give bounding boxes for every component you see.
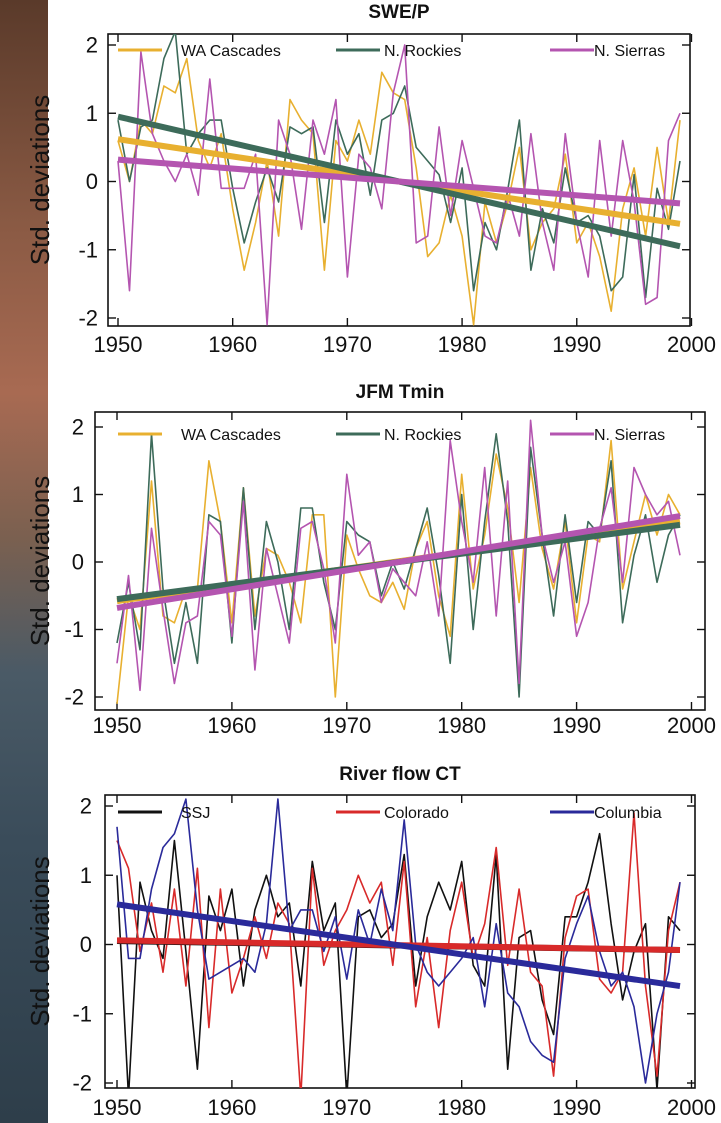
legend-label: N. Rockies <box>384 427 461 444</box>
y-tick-label: 2 <box>72 415 84 440</box>
legend-label: Colorado <box>384 805 449 822</box>
plot-data <box>116 798 681 1088</box>
series-line-colorado <box>116 812 681 1088</box>
x-tick-label: 1960 <box>207 713 256 738</box>
y-axis-label: Std. deviations <box>25 476 55 647</box>
y-tick-label: -2 <box>72 1071 92 1096</box>
y-tick-label: 1 <box>72 482 84 507</box>
y-axis-label: Std. deviations <box>25 95 55 266</box>
y-tick-label: -1 <box>72 1001 92 1026</box>
y-tick-label: 2 <box>86 33 98 58</box>
chart-title: JFM Tmin <box>356 382 445 403</box>
x-tick-label: 2000 <box>667 713 716 738</box>
series-line-n-sierras <box>117 44 681 326</box>
plot-data <box>117 34 681 326</box>
series-line-ssj <box>116 832 681 1088</box>
x-tick-label: 1970 <box>323 332 372 357</box>
legend-label: SSJ <box>181 805 210 822</box>
x-tick-label: 1950 <box>93 713 142 738</box>
trend-line-n-sierras <box>116 513 681 611</box>
y-tick-label: 0 <box>80 932 92 957</box>
legend-label: WA Cascades <box>181 427 281 444</box>
x-tick-label: 1950 <box>94 332 143 357</box>
x-tick-label: 2000 <box>667 1095 716 1120</box>
x-tick-label: 1980 <box>437 713 486 738</box>
x-tick-label: 1950 <box>93 1095 142 1120</box>
legend-label: WA Cascades <box>181 43 281 60</box>
y-tick-label: 1 <box>86 101 98 126</box>
series-line-wa-cascades <box>116 439 681 704</box>
y-tick-label: 1 <box>80 863 92 888</box>
series-line-n-sierras <box>116 419 681 692</box>
x-tick-label: 1960 <box>208 332 257 357</box>
y-tick-label: -1 <box>78 237 98 262</box>
x-tick-label: 1960 <box>207 1095 256 1120</box>
y-tick-label: -2 <box>64 685 84 710</box>
plot-data <box>116 419 681 704</box>
chart-panel-2: JFM Tmin Std. deviations 2 1 0 -1 -2 1950 1960 19… <box>25 382 716 738</box>
background-photo-strip <box>0 0 48 1123</box>
trend-line-columbia <box>116 901 681 990</box>
y-tick-label: -1 <box>64 617 84 642</box>
chart-title: SWE/P <box>368 2 430 23</box>
x-tick-label: 1990 <box>552 1095 601 1120</box>
y-tick-label: -2 <box>78 306 98 331</box>
x-tick-label: 1970 <box>322 713 371 738</box>
x-tick-label: 1990 <box>552 332 601 357</box>
chart-title: River flow CT <box>339 764 461 785</box>
x-tick-label: 1970 <box>322 1095 371 1120</box>
x-tick-label: 2000 <box>667 332 716 357</box>
series-line-columbia <box>116 798 681 1084</box>
y-tick-label: 0 <box>72 550 84 575</box>
y-axis-label: Std. deviations <box>25 856 55 1027</box>
x-tick-label: 1980 <box>438 332 487 357</box>
x-tick-label: 1990 <box>552 713 601 738</box>
series-line-n-rockies <box>117 34 681 299</box>
y-tick-label: 2 <box>80 794 92 819</box>
legend-label: Columbia <box>594 805 662 822</box>
legend-label: N. Rockies <box>384 43 461 60</box>
legend-label: N. Sierras <box>594 427 665 444</box>
y-tick-label: 0 <box>86 169 98 194</box>
legend-label: N. Sierras <box>594 43 665 60</box>
x-tick-label: 1980 <box>437 1095 486 1120</box>
trend-line-n-sierras <box>117 156 681 207</box>
